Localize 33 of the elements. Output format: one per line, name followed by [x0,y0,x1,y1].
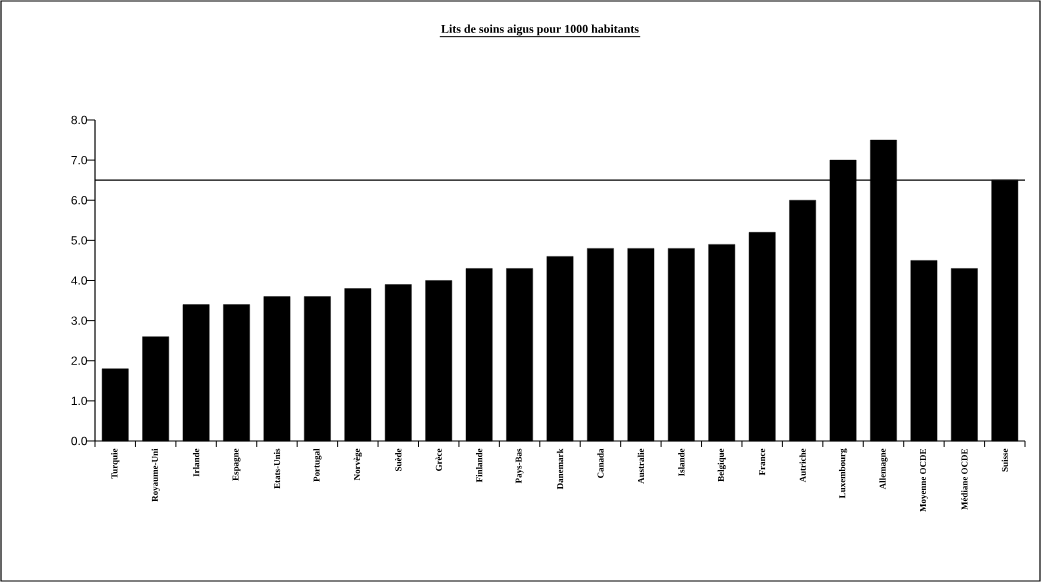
x-tick-label: Espagne [232,448,241,481]
y-tick-label: 4.0 [71,276,88,285]
x-tick-label: Autriche [799,448,806,483]
y-tick-label: 0.0 [71,436,88,446]
y-tick-label: 5.0 [71,236,88,245]
x-tick-label: Grèce [435,448,442,471]
x-tick-label: Portugal [313,448,322,482]
x-tick-label: Suisse [1001,448,1008,472]
x-tick-label: Turquie [111,448,120,479]
x-tick-label: Royaume-Uni [151,448,160,502]
y-tick-label: 1.0 [71,396,88,406]
x-tick-label: Irlande [192,448,200,477]
x-tick-label: Belgique [717,448,726,482]
x-tick-label: Norvège [353,448,362,481]
x-tick-label: Islande [678,448,685,477]
y-tick-label: 3.0 [71,316,88,325]
x-tick-label: Médiane OCDE [961,448,968,510]
y-tick-label: 8.0 [71,115,88,125]
y-tick-label: 6.0 [71,196,88,205]
x-tick-label: Luxembourg [838,448,848,499]
y-tick-label: 7.0 [71,155,88,165]
x-tick-label: Canada [597,448,604,478]
x-tick-label: Moyenne OCDE [919,448,928,512]
x-tick-label: France [759,448,766,476]
chart-title: Lits de soins aigus pour 1000 habitants [441,24,639,36]
x-tick-label: Etats-Unis [273,448,281,489]
x-tick-label: Danemark [556,448,564,490]
x-tick-label: Australie [637,448,645,484]
x-tick-label: Pays-Bas [515,448,524,484]
x-tick-label: Suède [395,448,402,471]
y-tick-label: 2.0 [71,356,88,365]
x-tick-label: Finlande [475,448,483,483]
x-tick-label: Allemagne [879,448,888,490]
